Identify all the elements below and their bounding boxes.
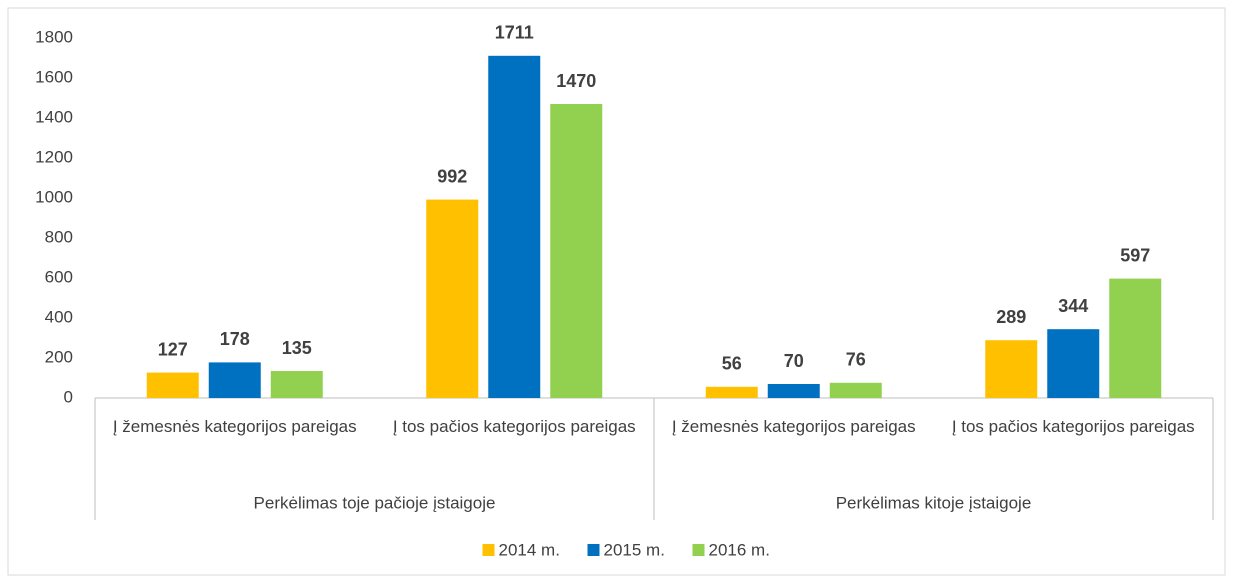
bar bbox=[488, 55, 541, 399]
value-label: 56 bbox=[722, 354, 742, 374]
value-label: 992 bbox=[437, 166, 467, 186]
x-tick-label: Į tos pačios kategorijos pareigas bbox=[951, 417, 1195, 436]
y-tick-label: 1200 bbox=[35, 147, 73, 166]
value-label: 127 bbox=[158, 339, 188, 359]
bar bbox=[705, 386, 758, 398]
bar bbox=[767, 384, 820, 398]
value-label: 289 bbox=[996, 307, 1026, 327]
value-label: 178 bbox=[220, 329, 250, 349]
legend-label: 2014 m. bbox=[499, 540, 560, 559]
bar bbox=[146, 372, 199, 398]
x-tick-label: Į žemesnės kategorijos pareigas bbox=[112, 417, 357, 436]
y-tick-label: 0 bbox=[64, 387, 73, 406]
bar bbox=[829, 382, 882, 398]
x-tick-label-box: Į tos pačios kategorijos pareigas bbox=[392, 417, 636, 436]
value-label: 135 bbox=[282, 338, 312, 358]
y-tick-label: 600 bbox=[45, 267, 73, 286]
bar bbox=[426, 199, 479, 398]
y-tick-label: 400 bbox=[45, 307, 73, 326]
group-label: Perkėlimas kitoje įstaigoje bbox=[836, 493, 1032, 512]
y-tick-label: 1000 bbox=[35, 187, 73, 206]
bar bbox=[985, 340, 1038, 398]
value-label: 1711 bbox=[495, 23, 534, 43]
value-label: 70 bbox=[784, 351, 804, 371]
x-tick-label-box: Į tos pačios kategorijos pareigas bbox=[951, 417, 1195, 436]
y-tick-label: 800 bbox=[45, 227, 73, 246]
value-label: 76 bbox=[846, 350, 866, 370]
y-tick-label: 1800 bbox=[35, 27, 73, 46]
bar bbox=[1047, 329, 1100, 398]
legend-swatch bbox=[692, 544, 705, 556]
legend-label: 2015 m. bbox=[604, 540, 665, 559]
legend-swatch bbox=[482, 544, 495, 556]
chart-frame bbox=[7, 7, 1226, 576]
x-tick-label: Į žemesnės kategorijos pareigas bbox=[671, 417, 916, 436]
value-label: 344 bbox=[1058, 296, 1088, 316]
value-label: 1470 bbox=[556, 71, 596, 91]
x-tick-label-box: Į žemesnės kategorijos pareigas bbox=[671, 417, 916, 436]
bar bbox=[1109, 278, 1162, 398]
y-tick-label: 200 bbox=[45, 347, 73, 366]
y-tick-label: 1400 bbox=[35, 107, 73, 126]
x-tick-label-box: Į žemesnės kategorijos pareigas bbox=[112, 417, 357, 436]
legend-label: 2016 m. bbox=[709, 540, 770, 559]
bar bbox=[550, 104, 603, 398]
group-label: Perkėlimas toje pačioje įstaigoje bbox=[254, 493, 496, 512]
value-label: 597 bbox=[1120, 245, 1150, 265]
x-tick-label: Į tos pačios kategorijos pareigas bbox=[392, 417, 636, 436]
legend-swatch bbox=[587, 544, 600, 556]
y-tick-label: 1600 bbox=[35, 67, 73, 86]
bar bbox=[208, 362, 261, 398]
bar bbox=[270, 371, 323, 398]
